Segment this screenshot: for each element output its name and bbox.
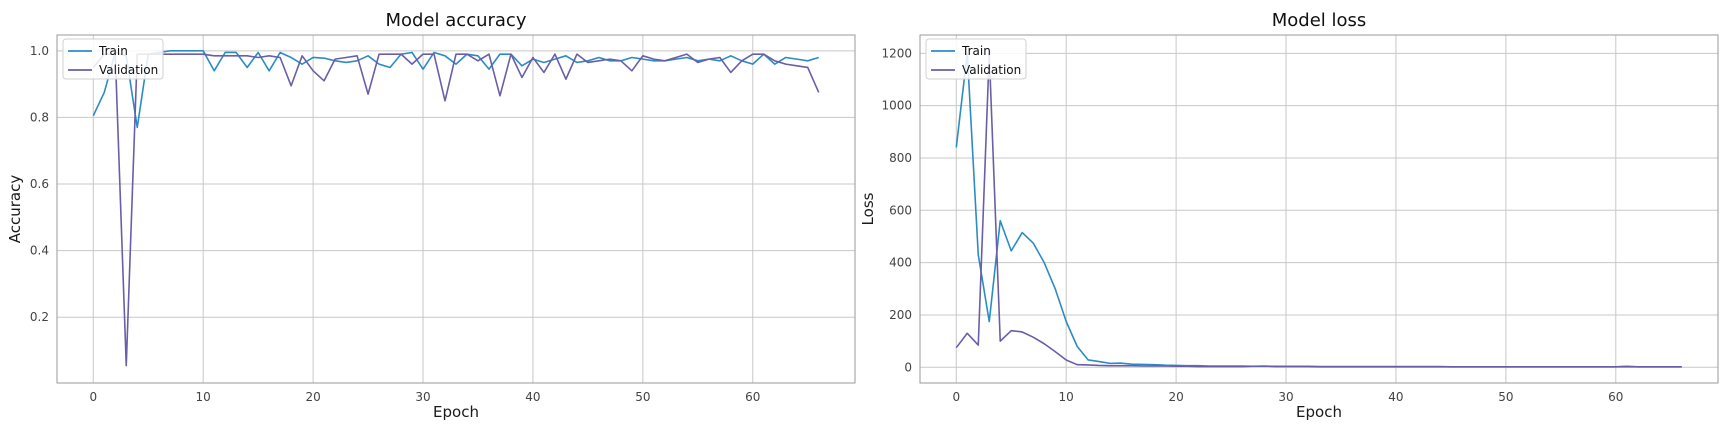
legend-label: Validation xyxy=(99,63,158,77)
legend-label: Validation xyxy=(962,63,1021,77)
y-tick-label: 0.6 xyxy=(30,177,49,191)
x-tick-label: 20 xyxy=(1168,390,1183,404)
legend-label: Train xyxy=(98,44,128,58)
loss-chart: 0 10 20 30 40 50 60020040060080010001200Model … xyxy=(859,10,1719,421)
legend-label: Train xyxy=(961,44,991,58)
x-axis-label: Epoch xyxy=(1296,403,1342,421)
y-tick-label: 0.8 xyxy=(30,110,49,124)
series-line-validation xyxy=(92,53,820,367)
y-tick-label: 600 xyxy=(889,203,912,217)
x-axis-label: Epoch xyxy=(433,403,479,421)
y-tick-label: 1000 xyxy=(881,99,912,113)
chart-title: Model accuracy xyxy=(386,10,527,31)
legend-box xyxy=(62,38,164,80)
x-tick-label: 60 xyxy=(1608,390,1623,404)
x-tick-label: 30 xyxy=(1278,390,1293,404)
x-tick-label: 40 xyxy=(525,390,540,404)
x-tick-label: 50 xyxy=(635,390,650,404)
y-tick-label: 0 xyxy=(904,360,912,374)
plot-frame xyxy=(56,34,856,384)
x-tick-label: 10 xyxy=(1059,390,1074,404)
y-tick-label: 200 xyxy=(889,308,912,322)
y-tick-label: 800 xyxy=(889,151,912,165)
x-tick-label: 60 xyxy=(745,390,760,404)
legend-box xyxy=(925,38,1027,80)
x-tick-label: 0 xyxy=(952,390,960,404)
y-tick-label: 0.4 xyxy=(30,244,49,258)
x-tick-label: 20 xyxy=(305,390,320,404)
accuracy-chart: 0 10 20 30 40 50 60 0.2 0.4 0.6 0.8 1.0 Model accura… xyxy=(6,10,856,421)
series-line-train xyxy=(92,50,819,129)
y-axis-label: Accuracy xyxy=(6,175,24,244)
y-axis-label: Loss xyxy=(859,192,877,225)
x-tick-label: 0 xyxy=(89,390,97,404)
chart-title: Model loss xyxy=(1272,10,1367,31)
y-tick-label: 1200 xyxy=(881,46,912,60)
x-tick-label: 10 xyxy=(196,390,211,404)
series-line-validation xyxy=(955,52,1682,368)
plot-frame xyxy=(919,34,1719,384)
y-tick-label: 1.0 xyxy=(30,44,49,58)
x-tick-label: 30 xyxy=(415,390,430,404)
x-tick-label: 40 xyxy=(1388,390,1403,404)
y-tick-label: 400 xyxy=(889,256,912,270)
x-tick-label: 50 xyxy=(1498,390,1513,404)
y-tick-label: 0.2 xyxy=(30,310,49,324)
